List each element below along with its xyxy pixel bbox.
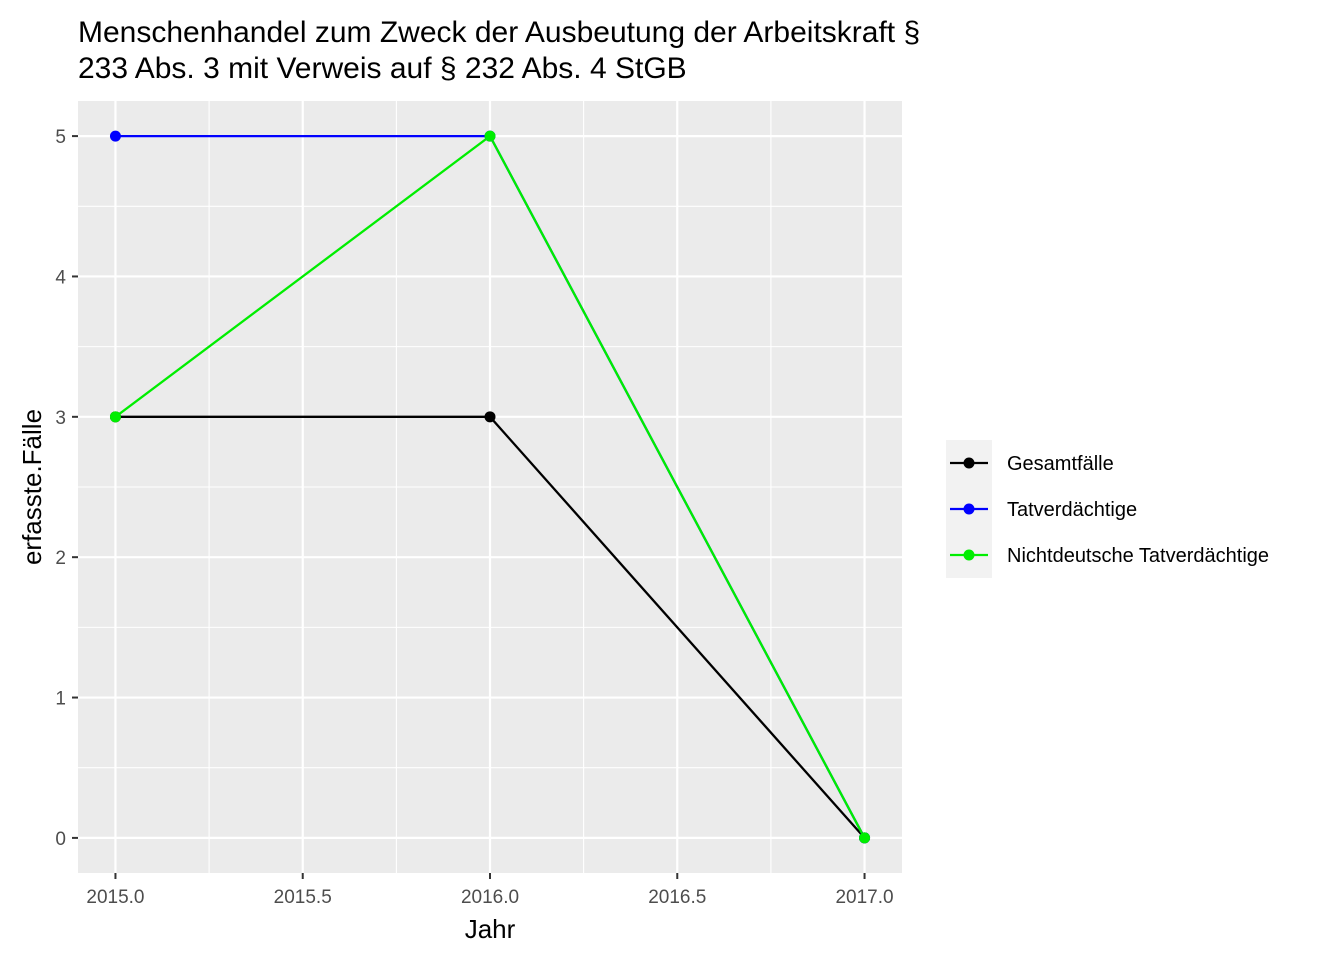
y-tick-label: 2	[55, 548, 66, 569]
data-point	[484, 411, 496, 423]
chart-title: Menschenhandel zum Zweck der Ausbeutung …	[78, 16, 920, 85]
legend-key-point	[963, 503, 975, 515]
x-tick-label: 2017.0	[835, 887, 893, 908]
x-axis: 2015.0 2015.5 2016.0 2016.5 2017.0	[86, 873, 894, 908]
y-tick-label: 5	[55, 127, 66, 148]
data-point	[484, 130, 496, 142]
x-tick-label: 2016.0	[461, 887, 519, 908]
x-tick-label: 2016.5	[648, 887, 706, 908]
x-tick-label: 2015.5	[274, 887, 332, 908]
data-point	[109, 130, 121, 142]
legend-key-point	[963, 549, 975, 561]
y-axis: 0 1 2 3 4 5	[55, 127, 78, 850]
x-tick-label: 2015.0	[86, 887, 144, 908]
data-point	[109, 411, 121, 423]
chart-title-line-2: 233 Abs. 3 mit Verweis auf § 232 Abs. 4 …	[78, 52, 687, 85]
x-axis-label: Jahr	[465, 914, 516, 944]
legend-label: Tatverdächtige	[1007, 499, 1137, 521]
y-tick-label: 0	[55, 829, 66, 850]
y-tick-label: 4	[55, 267, 66, 288]
y-tick-label: 3	[55, 408, 66, 429]
series-points	[109, 130, 871, 844]
y-axis-label: erfasste.Fälle	[17, 409, 47, 565]
data-point	[859, 832, 871, 844]
chart-title-line-1: Menschenhandel zum Zweck der Ausbeutung …	[78, 16, 920, 49]
legend-label: Gesamtfälle	[1007, 453, 1114, 475]
major-gridlines	[78, 101, 902, 873]
legend: Gesamtfälle Tatverdächtige Nichtdeutsche T…	[946, 440, 1269, 578]
legend-key-point	[963, 457, 975, 469]
legend-label: Nichtdeutsche Tatverdächtige	[1007, 545, 1269, 567]
y-tick-label: 1	[55, 689, 66, 710]
